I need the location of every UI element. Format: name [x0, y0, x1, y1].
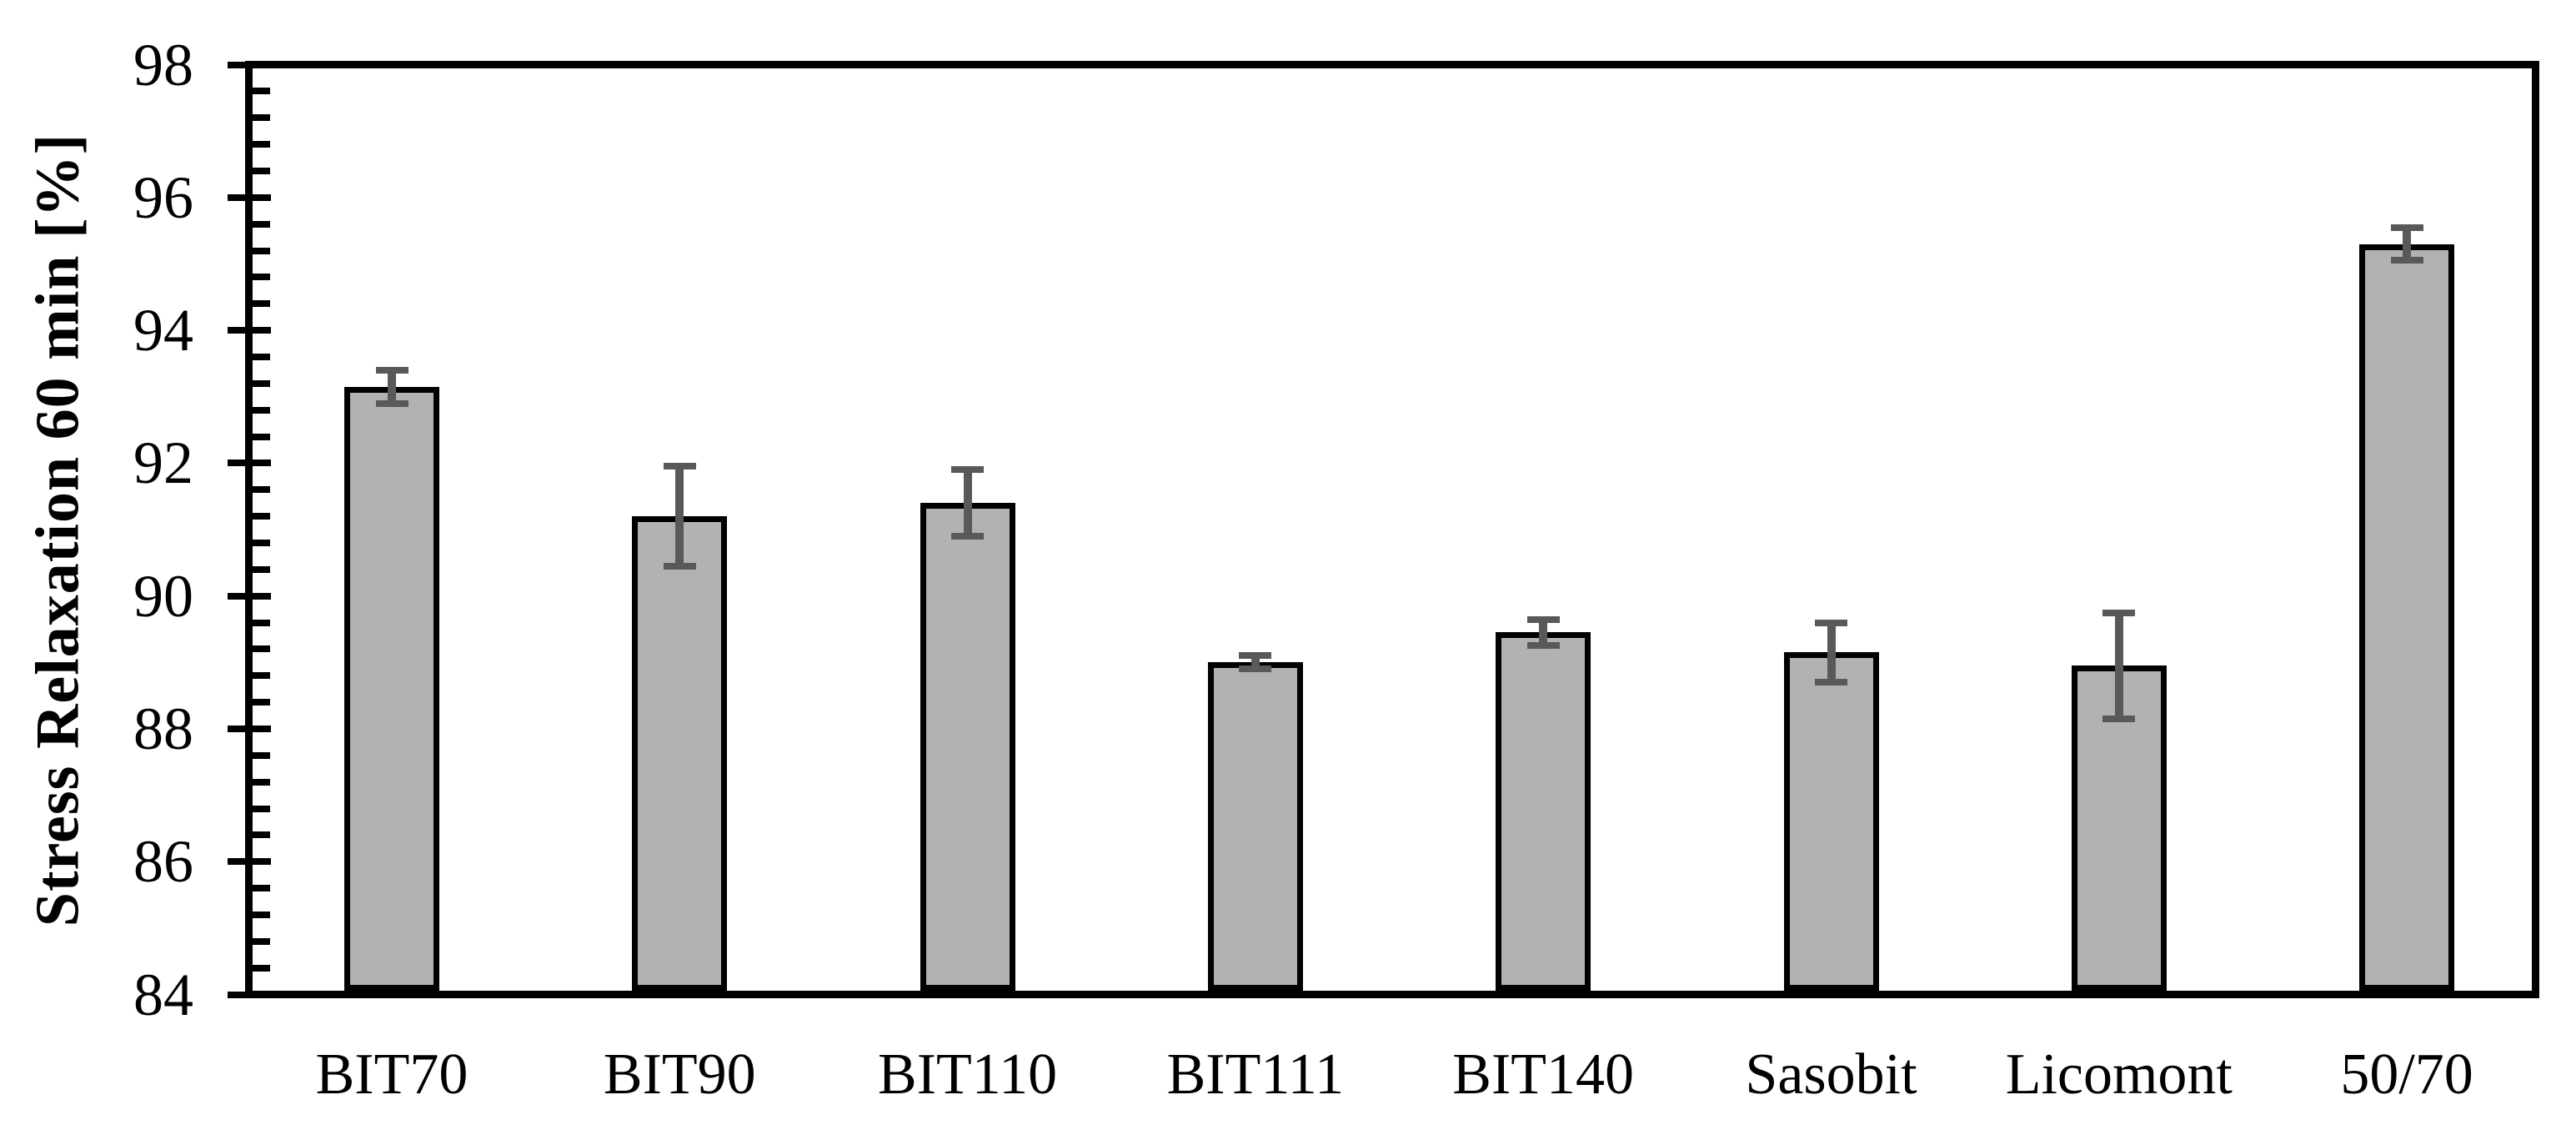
- y-tick-label: 96: [133, 163, 193, 231]
- y-minor-tick: [253, 114, 270, 122]
- error-bar-cap: [951, 532, 985, 540]
- y-minor-tick: [253, 831, 270, 839]
- error-bar-cap: [663, 463, 696, 470]
- y-tick-label: 84: [133, 961, 193, 1028]
- y-minor-tick: [253, 274, 270, 281]
- y-minor-tick: [253, 672, 270, 680]
- y-tick-label: 94: [133, 297, 193, 364]
- error-bar-stem: [2403, 227, 2412, 261]
- y-minor-tick: [253, 778, 270, 786]
- y-minor-tick: [253, 751, 270, 759]
- error-bar-cap: [1815, 679, 1847, 686]
- bar: [2359, 244, 2455, 991]
- y-minor-tick: [253, 167, 270, 174]
- y-tick-label: 92: [133, 429, 193, 497]
- y-major-tick: [227, 858, 271, 866]
- y-minor-tick: [253, 220, 270, 228]
- error-bar-stem: [1250, 655, 1260, 670]
- bar: [344, 386, 439, 991]
- error-bar-cap: [1815, 619, 1847, 626]
- x-category-label: Sasobit: [1745, 1042, 1917, 1107]
- x-category-label: BIT110: [878, 1042, 1058, 1107]
- y-major-tick: [227, 327, 271, 334]
- y-minor-tick: [253, 539, 270, 546]
- error-bar-cap: [1526, 615, 1560, 623]
- y-minor-tick: [253, 885, 270, 892]
- y-major-tick: [227, 193, 271, 201]
- y-major-tick: [227, 725, 271, 732]
- error-bar-cap: [951, 466, 985, 474]
- error-bar-cap: [2102, 609, 2136, 616]
- y-minor-tick: [253, 937, 270, 945]
- x-category-label: BIT111: [1166, 1042, 1345, 1107]
- y-major-tick: [227, 61, 271, 68]
- y-tick-label: 90: [133, 562, 193, 630]
- y-minor-tick: [253, 406, 270, 414]
- y-minor-tick: [253, 565, 270, 573]
- y-minor-tick: [253, 513, 270, 520]
- error-bar-cap: [2390, 223, 2423, 231]
- bar: [1207, 662, 1303, 991]
- error-bar-cap: [663, 562, 696, 570]
- y-minor-tick: [253, 141, 270, 148]
- y-axis-title: Stress Relaxation 60 min [%]: [23, 133, 93, 927]
- error-bar-stem: [388, 369, 396, 404]
- plot-area: [245, 61, 2539, 998]
- bar: [1783, 652, 1879, 991]
- error-bar-cap: [1239, 665, 1272, 673]
- y-minor-tick: [253, 433, 270, 440]
- bar: [1496, 632, 1591, 991]
- x-category-label: Licomont: [2005, 1042, 2233, 1107]
- y-tick-label: 98: [133, 31, 193, 98]
- error-bar-stem: [1539, 619, 1548, 646]
- y-minor-tick: [253, 645, 270, 653]
- error-bar-cap: [375, 399, 408, 407]
- y-minor-tick: [253, 379, 270, 387]
- y-minor-tick: [253, 88, 270, 95]
- y-minor-tick: [253, 699, 270, 706]
- error-bar-cap: [1526, 642, 1560, 650]
- x-category-label: BIT70: [315, 1042, 469, 1107]
- y-tick-label: 88: [133, 695, 193, 762]
- y-major-tick: [227, 592, 271, 600]
- y-tick-label: 86: [133, 828, 193, 896]
- y-minor-tick: [253, 247, 270, 254]
- error-bar-cap: [375, 366, 408, 374]
- bar: [632, 516, 728, 991]
- y-minor-tick: [253, 300, 270, 308]
- error-bar-cap: [2102, 715, 2136, 722]
- error-bar-stem: [2114, 612, 2123, 719]
- x-category-label: 50/70: [2340, 1042, 2473, 1107]
- bar: [920, 503, 1015, 991]
- y-minor-tick: [253, 353, 270, 360]
- y-minor-tick: [253, 964, 270, 972]
- y-major-tick: [227, 460, 271, 467]
- error-bar-cap: [1239, 652, 1272, 660]
- error-bar-stem: [675, 466, 684, 566]
- y-major-tick: [227, 991, 271, 998]
- y-minor-tick: [253, 619, 270, 626]
- error-bar-stem: [1827, 622, 1836, 683]
- y-minor-tick: [253, 486, 270, 494]
- error-bar-stem: [963, 470, 972, 536]
- x-category-label: BIT90: [603, 1042, 756, 1107]
- y-minor-tick: [253, 911, 270, 918]
- y-minor-tick: [253, 805, 270, 812]
- error-bar-cap: [2390, 257, 2423, 264]
- x-category-label: BIT140: [1452, 1042, 1635, 1107]
